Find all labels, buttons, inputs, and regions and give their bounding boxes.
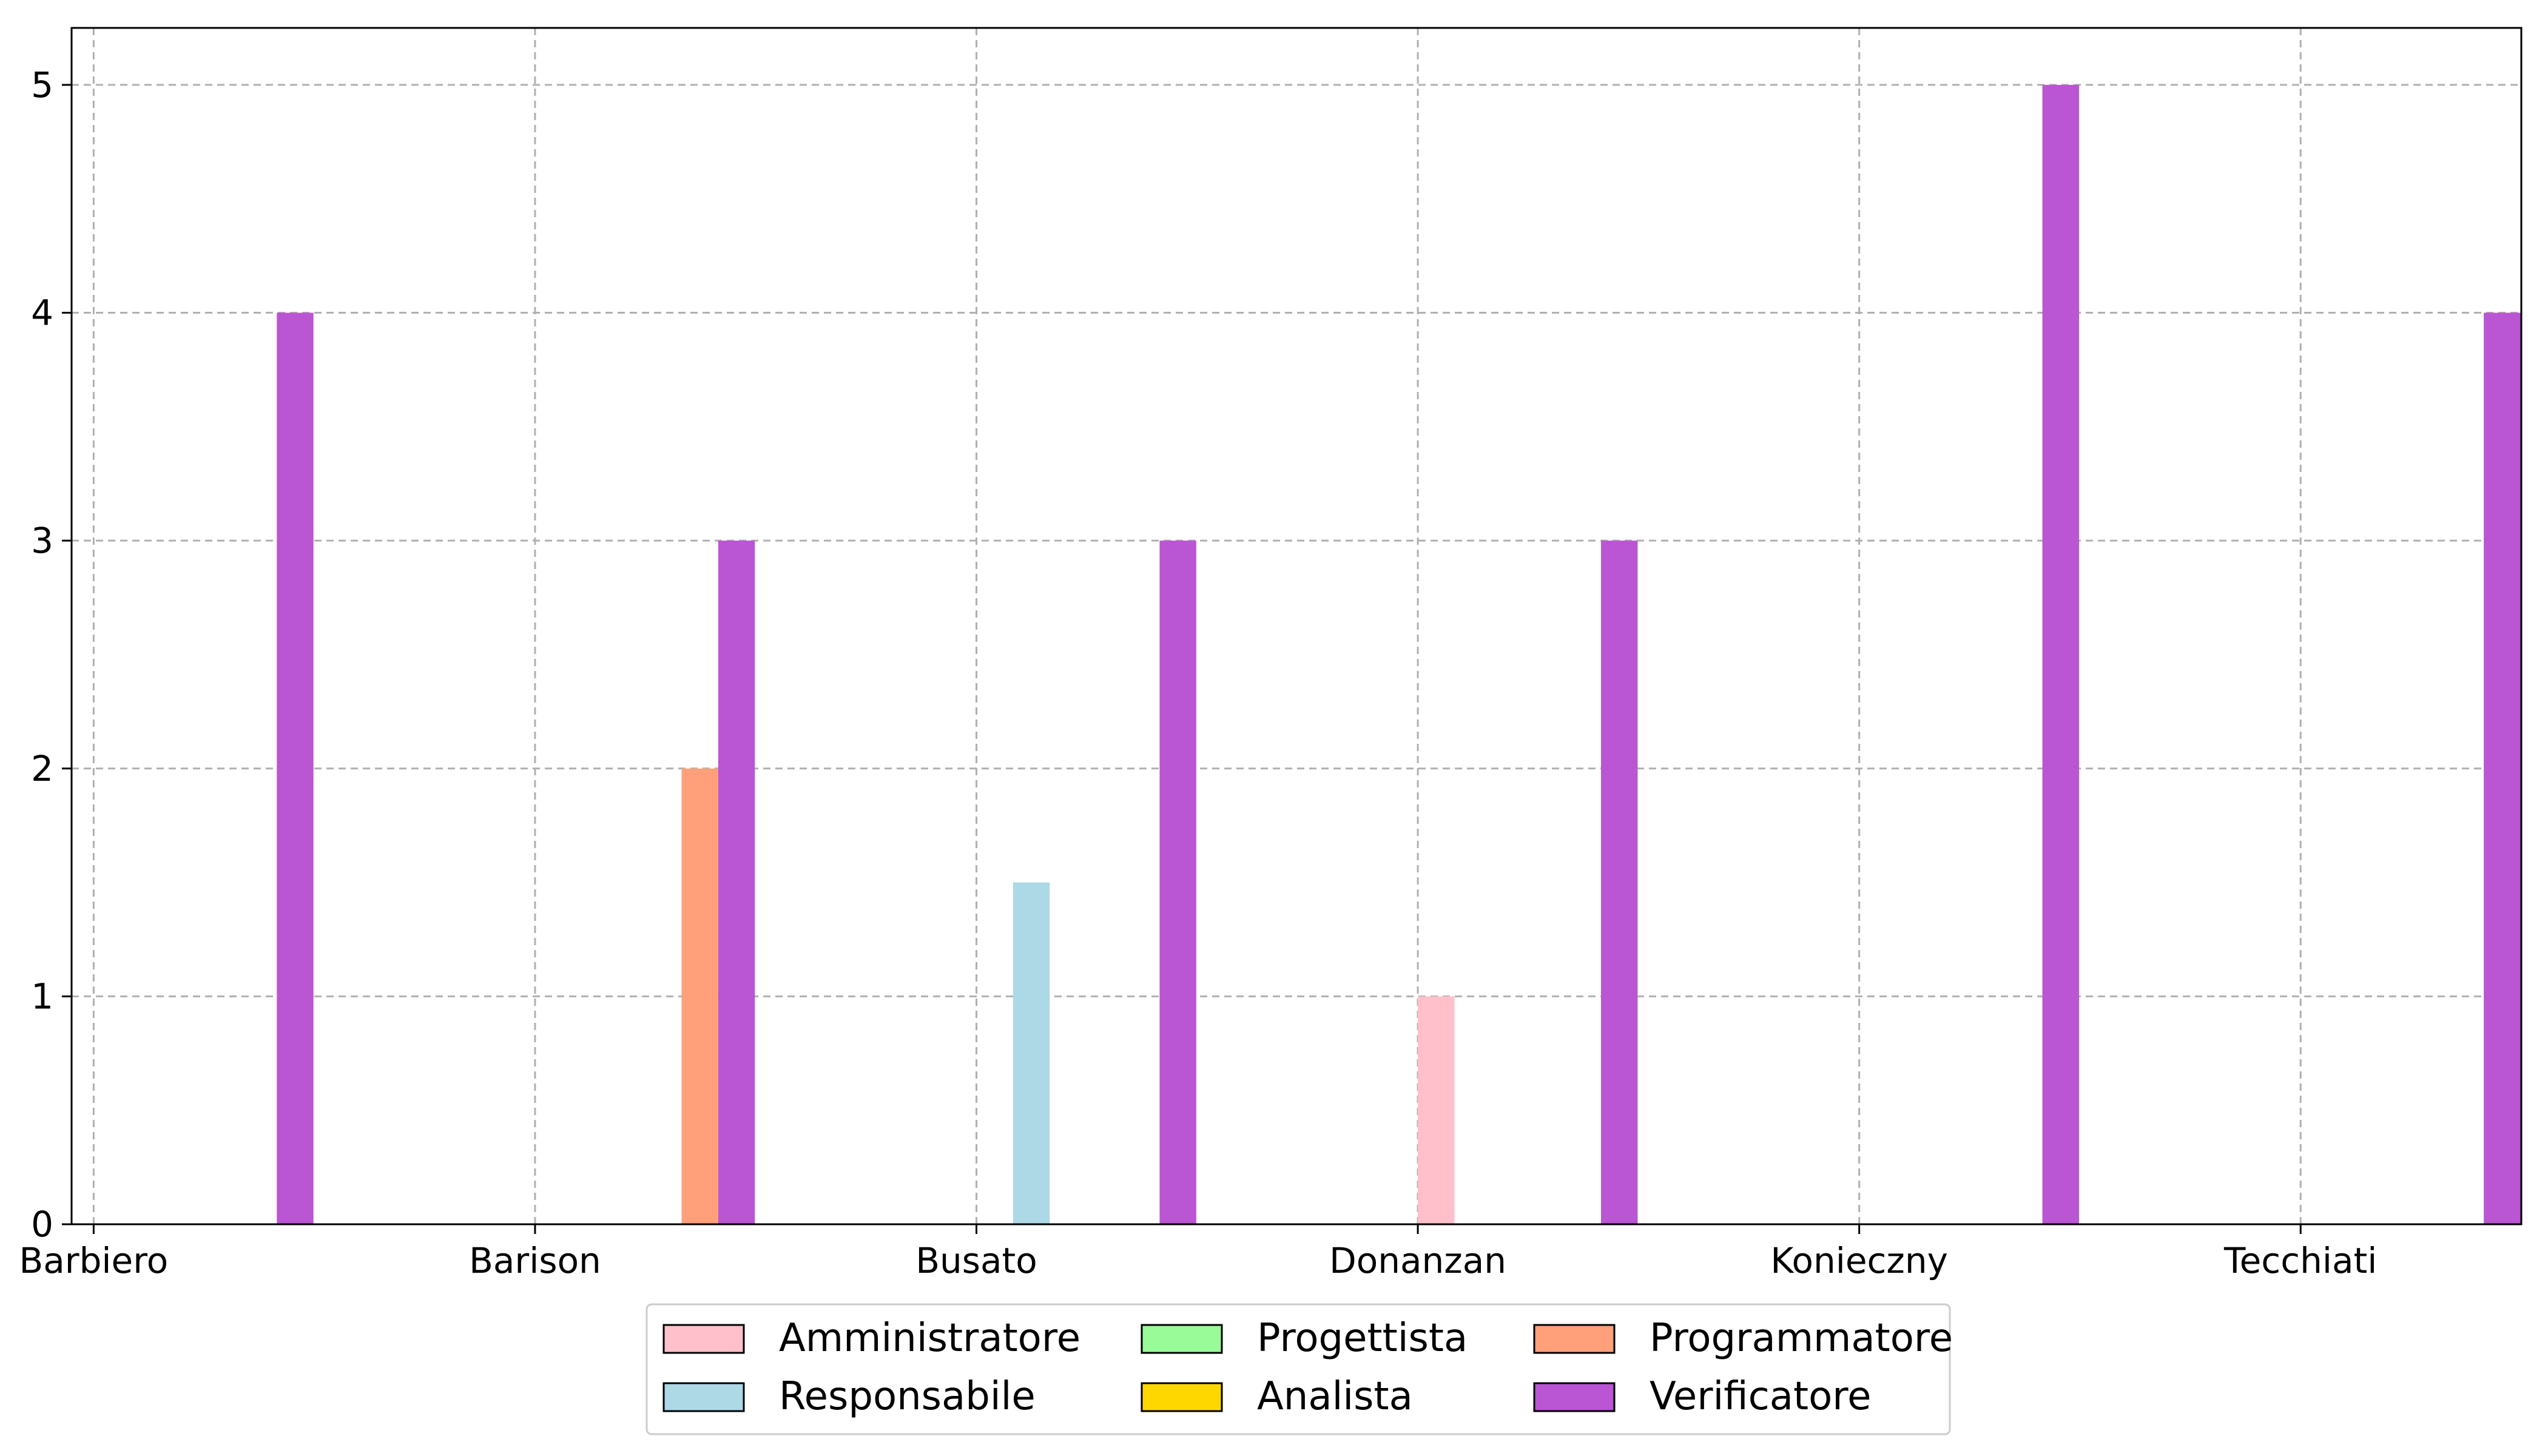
bar-verificatore-barison xyxy=(718,541,755,1225)
y-tick-label-0: 0 xyxy=(31,1204,53,1245)
grid-lines xyxy=(72,28,2521,1224)
y-tick-label-4: 4 xyxy=(31,292,53,334)
legend-swatch-responsabile xyxy=(662,1382,745,1412)
legend: Amministratore Responsabile Progettista Ana… xyxy=(645,1303,1953,1435)
legend-swatch-progettista xyxy=(1141,1324,1223,1354)
legend-swatch-verificatore xyxy=(1533,1382,1616,1412)
plot-area-frame xyxy=(70,27,2523,1225)
bar-verificatore-tecchiati xyxy=(2484,312,2521,1224)
y-tick-label-5: 5 xyxy=(31,64,53,106)
bar-verificatore-busato xyxy=(1159,541,1196,1225)
x-tick-label-busato: Busato xyxy=(915,1240,1037,1281)
legend-swatch-amministratore xyxy=(662,1324,745,1354)
x-tick-label-tecchiati: Tecchiati xyxy=(2223,1240,2377,1281)
y-tick-label-2: 2 xyxy=(31,748,53,789)
legend-box xyxy=(645,1303,1951,1435)
legend-swatch-programmatore xyxy=(1533,1324,1616,1354)
legend-label-programmatore: Programmatore xyxy=(1650,1316,1953,1361)
x-tick-label-barbiero: Barbiero xyxy=(19,1240,168,1281)
legend-label-analista: Analista xyxy=(1257,1374,1413,1419)
bar-verificatore-barbiero xyxy=(277,312,314,1224)
legend-label-progettista: Progettista xyxy=(1257,1316,1468,1361)
legend-label-verificatore: Verificatore xyxy=(1650,1374,1872,1419)
bar-amministratore-donanzan xyxy=(1418,996,1455,1224)
x-axis-ticks: Barbiero Barison Busato Donanzan Konieczny Te… xyxy=(19,1224,2377,1281)
x-tick-label-konieczny: Konieczny xyxy=(1770,1240,1948,1281)
x-tick-label-donanzan: Donanzan xyxy=(1329,1240,1506,1281)
y-tick-label-3: 3 xyxy=(31,520,53,561)
bar-programmatore-barison xyxy=(681,768,718,1224)
bar-verificatore-donanzan xyxy=(1601,541,1638,1225)
legend-swatch-analista xyxy=(1141,1382,1223,1412)
bar-responsabile-busato xyxy=(1013,882,1050,1224)
bars xyxy=(277,84,2521,1225)
y-axis-ticks: 0 1 2 3 4 5 xyxy=(31,64,72,1245)
y-tick-label-1: 1 xyxy=(31,976,53,1017)
bar-verificatore-konieczny xyxy=(2042,84,2079,1224)
legend-label-amministratore: Amministratore xyxy=(779,1316,1080,1361)
legend-label-responsabile: Responsabile xyxy=(779,1374,1036,1419)
x-tick-label-barison: Barison xyxy=(469,1240,601,1281)
